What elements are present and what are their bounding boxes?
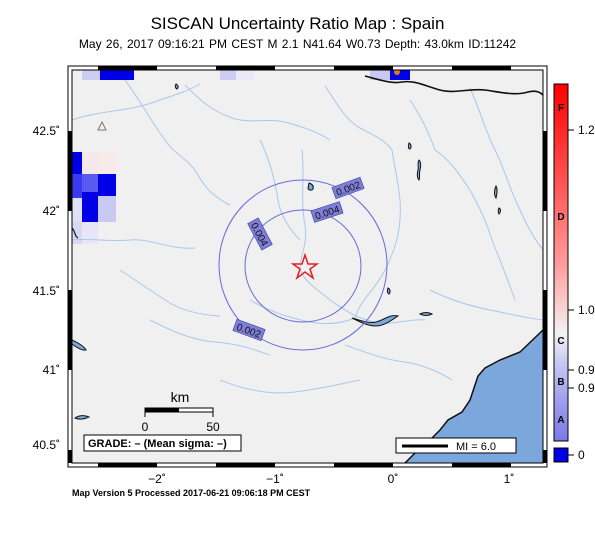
lon-label: −2˚ — [148, 472, 166, 486]
colorbar-value: 0.9 — [578, 381, 595, 395]
lon-label: −1˚ — [266, 472, 284, 486]
mi-legend: MI = 6.0 — [395, 437, 517, 454]
land-area — [72, 70, 543, 463]
map-version-footer: Map Version 5 Processed 2017-06-21 09:06… — [72, 488, 311, 498]
borders — [72, 75, 543, 239]
svg-text:GRADE: – (Mean sigma: –): GRADE: – (Mean sigma: –) — [88, 438, 227, 450]
map-canvas[interactable] — [72, 69, 543, 463]
lon-label: 0˚ — [388, 472, 399, 486]
svg-text:MI = 6.0: MI = 6.0 — [456, 441, 496, 453]
lon-label: 1˚ — [504, 472, 515, 486]
lat-label: 42˚ — [43, 204, 60, 218]
grade-label: F — [558, 103, 564, 114]
grade-label: A — [557, 415, 564, 426]
colorbar-value: 0 — [578, 448, 585, 462]
star-icon[interactable] — [290, 252, 320, 281]
svg-text:km: km — [171, 389, 190, 405]
reservoirs — [72, 83, 501, 420]
lat-label: 41.5˚ — [33, 284, 60, 298]
scale-bar: km 0 50 — [142, 389, 220, 434]
uncertainty-contours — [218, 179, 388, 351]
colorbar-value: 1.0 — [578, 303, 595, 317]
colorbar-value: 0.9 — [578, 363, 595, 377]
map-title: SISCAN Uncertainty Ratio Map : Spain — [150, 14, 445, 33]
event-info: May 26, 2017 09:16:21 PM CEST M 2.1 N41.… — [78, 37, 517, 51]
map-frame — [67, 65, 548, 468]
lat-label: 40.5˚ — [33, 438, 60, 452]
grade-box: GRADE: – (Mean sigma: –) — [83, 434, 242, 452]
colorbar-value: 1.2 — [578, 123, 595, 137]
uncertainty-cells — [72, 70, 410, 244]
grade-label: C — [557, 336, 564, 347]
lat-label: 41˚ — [43, 363, 60, 377]
lat-labels: 42.5˚ 42˚ 41.5˚ 41˚ 40.5˚ — [33, 124, 60, 452]
grade-label: B — [557, 377, 564, 388]
svg-text:0: 0 — [142, 420, 149, 434]
grade-label: D — [557, 212, 564, 223]
lon-labels: −2˚ −1˚ 0˚ 1˚ — [148, 472, 514, 486]
colorbar: F D C B A 1.2 1.0 0.9 0.9 0 — [553, 83, 595, 463]
sea-area — [405, 330, 543, 463]
station-icon — [97, 120, 107, 131]
lat-label: 42.5˚ — [33, 124, 60, 138]
svg-text:50: 50 — [206, 420, 220, 434]
